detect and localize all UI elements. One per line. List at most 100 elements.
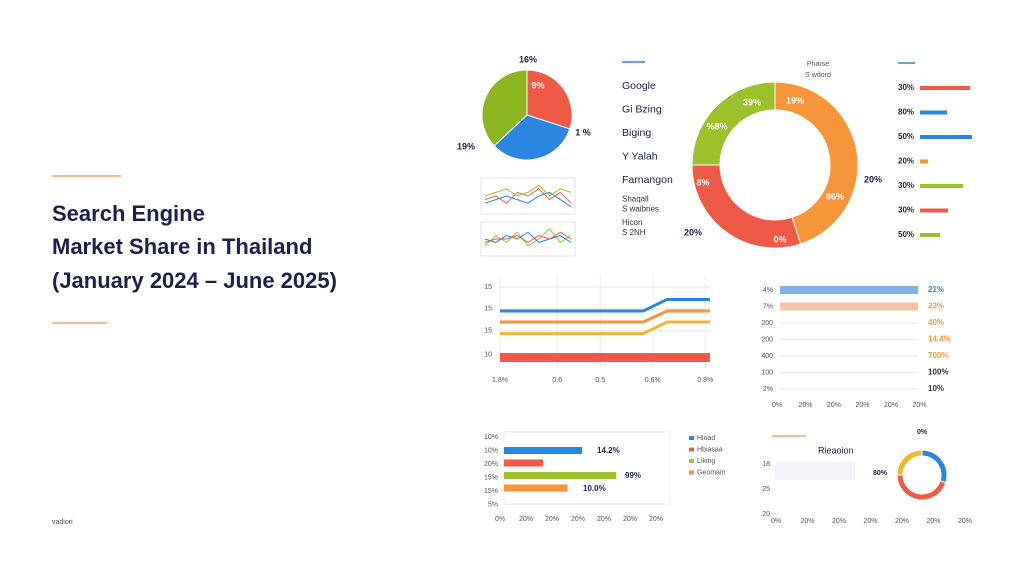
label: 5%: [488, 501, 498, 508]
label: Shaqall: [622, 195, 649, 204]
label: 15: [484, 284, 492, 291]
label: 14.2%: [597, 446, 620, 455]
slice: [691, 81, 776, 166]
slice: [493, 114, 571, 161]
label: 200: [761, 336, 773, 343]
bar: [780, 302, 918, 311]
label: 1 %: [575, 127, 591, 137]
label: Farnangon: [622, 174, 673, 186]
label: 20%: [623, 516, 637, 523]
label: 30%: [898, 83, 914, 92]
label: 0%: [771, 518, 781, 525]
label: 8%: [696, 177, 709, 187]
label: 10.0%: [583, 484, 606, 493]
label: 200: [761, 320, 773, 327]
label: 30%: [898, 206, 914, 215]
plot-frame: [480, 177, 576, 215]
label: Rieaoion: [818, 445, 854, 455]
line: [500, 309, 710, 324]
label: 20%: [545, 516, 559, 523]
bar: [920, 159, 928, 164]
bar: [920, 184, 963, 188]
label: Hload: [697, 435, 715, 442]
label: 16%: [519, 54, 537, 64]
label: Geomain: [697, 469, 726, 476]
label: 18: [762, 461, 770, 468]
label: 20%: [827, 402, 841, 409]
bar: [920, 110, 947, 115]
line: [500, 320, 710, 336]
label: S 2NH: [622, 228, 646, 237]
label: 40%: [928, 318, 944, 327]
label: 25: [762, 486, 770, 493]
label: 10%: [484, 434, 498, 441]
label: 20%: [800, 518, 814, 525]
label: 19%: [786, 95, 804, 105]
label: 1.8%: [492, 377, 508, 384]
line: [484, 184, 572, 197]
label: 20: [762, 511, 770, 518]
slice: [481, 69, 528, 147]
label: 15%: [484, 488, 498, 495]
slice: [896, 474, 947, 501]
label: 0.5: [595, 377, 605, 384]
label: 20%: [798, 402, 812, 409]
label: S waibnes: [622, 205, 659, 214]
label: 20%: [832, 518, 846, 525]
label: 0%: [495, 516, 505, 523]
label: 80%: [898, 108, 914, 117]
title-line: Search Engine: [52, 201, 205, 226]
label: 20%: [684, 227, 702, 237]
label: 86%: [826, 191, 844, 201]
label: 20%: [912, 402, 926, 409]
label: 20%: [649, 516, 663, 523]
label: Google: [622, 80, 656, 92]
label: 400: [761, 353, 773, 360]
bar: [920, 233, 940, 237]
label: 0%: [773, 234, 786, 244]
label: 20%: [597, 516, 611, 523]
label: 30%: [898, 181, 914, 190]
legend-swatch: [689, 470, 694, 475]
slice: [774, 81, 859, 245]
label: 2%: [763, 386, 773, 393]
label: 50%: [898, 132, 914, 141]
label: 4%: [763, 287, 773, 294]
label: Y Yalah: [622, 150, 658, 162]
label: 15: [484, 328, 492, 335]
label: S wdord: [805, 72, 831, 79]
label: 10%: [928, 384, 944, 393]
label: 14.4%: [928, 335, 951, 344]
label: Liking: [697, 458, 715, 465]
bar: [920, 208, 948, 213]
label: Pharse: [807, 61, 829, 68]
bar: [920, 86, 970, 90]
label: 80%: [873, 470, 888, 477]
label: 39%: [743, 97, 761, 107]
footer: vadiori: [52, 519, 73, 526]
label: 0%: [772, 402, 782, 409]
label: 20%: [958, 518, 972, 525]
label: 7%: [763, 303, 773, 310]
line: [484, 191, 572, 208]
label: %8%: [706, 121, 727, 131]
label: Hicon: [622, 218, 642, 227]
label: 21%: [928, 285, 944, 294]
title-line: (January 2024 – June 2025): [52, 268, 337, 293]
label: 20%: [571, 516, 585, 523]
label: Biging: [622, 127, 651, 139]
bar: [780, 286, 918, 294]
label: Hbiasaa: [697, 446, 723, 453]
label: 100: [761, 369, 773, 376]
label: 700%: [928, 351, 948, 360]
label: 0.6%: [645, 377, 661, 384]
label: 99%: [625, 471, 641, 480]
label: 10: [484, 352, 492, 359]
line: [500, 297, 710, 313]
bar: [504, 459, 544, 467]
label: 20%: [898, 157, 914, 166]
label: 0.8%: [697, 377, 713, 384]
legend-box: [775, 462, 855, 480]
line: [484, 188, 572, 204]
